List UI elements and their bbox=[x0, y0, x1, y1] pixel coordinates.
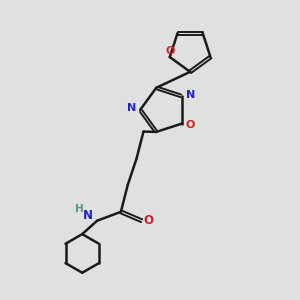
Text: N: N bbox=[127, 103, 136, 113]
Text: N: N bbox=[83, 209, 93, 222]
Text: O: O bbox=[186, 120, 195, 130]
Text: O: O bbox=[165, 46, 175, 56]
Text: H: H bbox=[76, 204, 84, 214]
Text: O: O bbox=[143, 214, 153, 227]
Text: N: N bbox=[186, 90, 195, 100]
